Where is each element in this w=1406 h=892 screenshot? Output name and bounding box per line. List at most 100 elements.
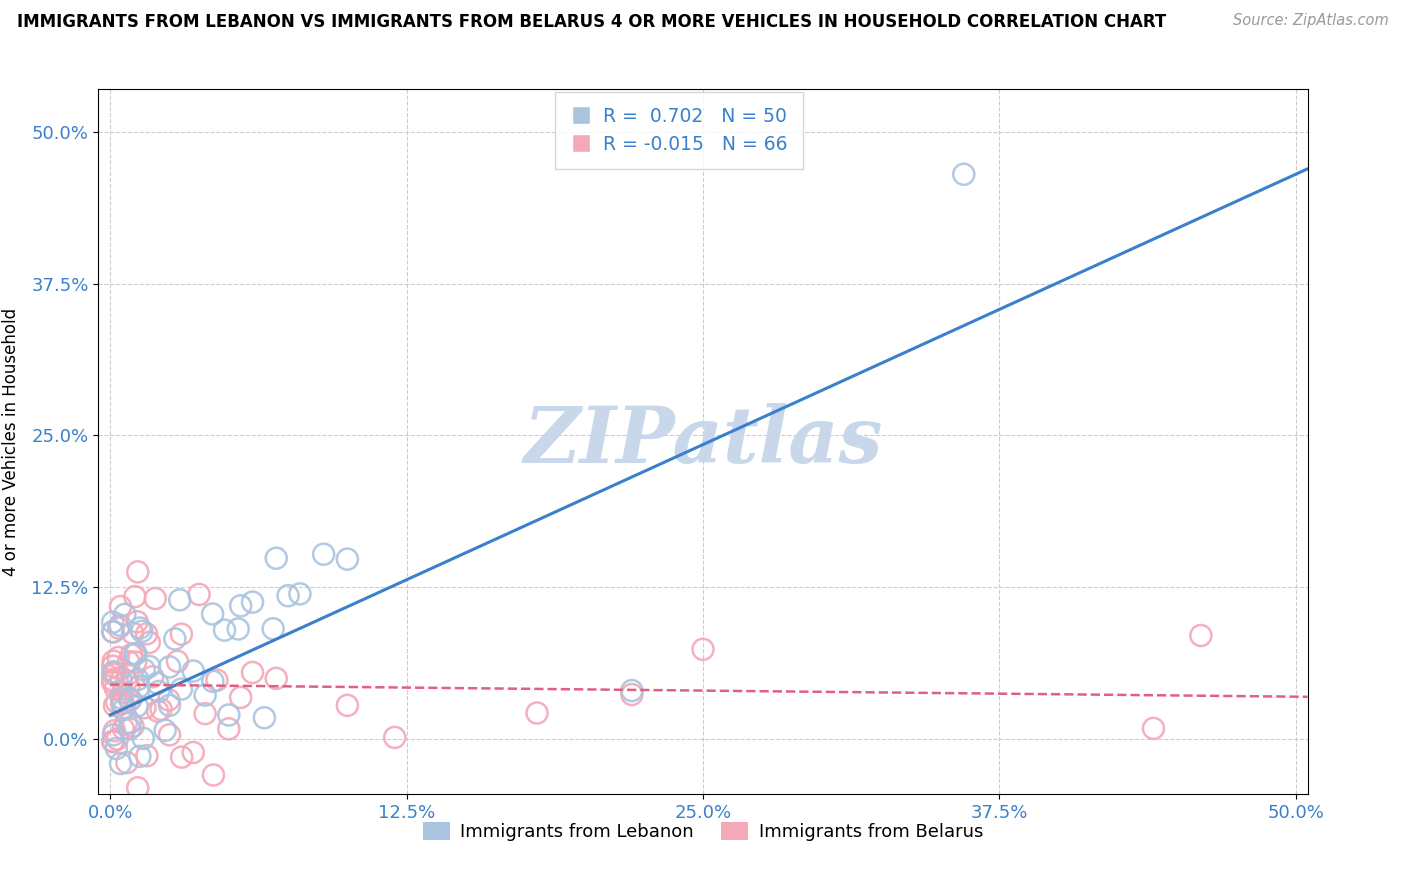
Y-axis label: 4 or more Vehicles in Household: 4 or more Vehicles in Household: [3, 308, 20, 575]
Point: [112, 696, 135, 710]
Point: [103, 654, 125, 668]
Point: [620, 688, 643, 702]
Point: [101, 734, 124, 748]
Point: [117, 667, 139, 681]
Point: [170, 627, 193, 641]
Point: [127, 780, 149, 795]
Point: [170, 750, 193, 764]
Point: [110, 673, 132, 687]
Point: [218, 708, 240, 723]
Point: [264, 551, 287, 566]
Point: [194, 706, 217, 721]
Point: [101, 615, 124, 630]
Point: [125, 647, 148, 661]
Point: [101, 624, 124, 639]
Point: [157, 693, 180, 707]
Point: [336, 552, 359, 566]
Point: [135, 627, 157, 641]
Point: [169, 592, 191, 607]
Point: [114, 607, 136, 622]
Point: [163, 632, 186, 646]
Point: [105, 741, 128, 756]
Point: [117, 655, 139, 669]
Point: [242, 665, 264, 680]
Point: [105, 696, 128, 710]
Point: [188, 587, 211, 601]
Point: [101, 673, 124, 687]
Point: [205, 673, 228, 688]
Point: [111, 685, 134, 699]
Point: [103, 665, 125, 679]
Point: [127, 565, 149, 579]
Point: [103, 728, 125, 742]
Point: [122, 719, 145, 733]
Point: [229, 599, 252, 613]
Point: [121, 626, 143, 640]
Point: [384, 731, 406, 745]
Point: [242, 595, 264, 609]
Point: [132, 731, 155, 746]
Point: [127, 673, 149, 687]
Point: [142, 670, 165, 684]
Text: IMMIGRANTS FROM LEBANON VS IMMIGRANTS FROM BELARUS 4 OR MORE VEHICLES IN HOUSEHO: IMMIGRANTS FROM LEBANON VS IMMIGRANTS FR…: [17, 13, 1166, 31]
Point: [101, 675, 124, 690]
Point: [202, 768, 225, 782]
Point: [118, 693, 141, 707]
Point: [134, 663, 156, 677]
Point: [108, 618, 131, 632]
Point: [105, 732, 128, 747]
Point: [124, 647, 146, 661]
Point: [143, 591, 166, 606]
Point: [110, 691, 132, 706]
Point: [101, 667, 124, 681]
Point: [226, 622, 249, 636]
Point: [107, 621, 129, 635]
Point: [201, 674, 224, 689]
Point: [277, 589, 299, 603]
Point: [166, 654, 188, 668]
Point: [288, 587, 311, 601]
Point: [101, 735, 124, 749]
Point: [218, 722, 240, 736]
Point: [110, 756, 132, 771]
Point: [115, 674, 138, 689]
Point: [103, 625, 125, 640]
Point: [150, 702, 173, 716]
Text: Source: ZipAtlas.com: Source: ZipAtlas.com: [1233, 13, 1389, 29]
Point: [134, 700, 156, 714]
Point: [181, 746, 204, 760]
Point: [312, 547, 335, 561]
Point: [692, 642, 714, 657]
Point: [115, 756, 138, 770]
Point: [138, 659, 160, 673]
Point: [159, 698, 181, 713]
Point: [128, 680, 150, 694]
Point: [112, 702, 135, 716]
Point: [148, 684, 170, 698]
Point: [127, 699, 149, 714]
Point: [120, 715, 142, 730]
Point: [262, 622, 284, 636]
Legend: Immigrants from Lebanon, Immigrants from Belarus: Immigrants from Lebanon, Immigrants from…: [415, 814, 991, 848]
Point: [110, 599, 132, 614]
Point: [146, 676, 169, 690]
Point: [120, 692, 142, 706]
Point: [107, 650, 129, 665]
Point: [128, 749, 150, 764]
Point: [118, 722, 141, 736]
Point: [153, 723, 176, 738]
Point: [112, 722, 135, 736]
Point: [229, 690, 252, 705]
Point: [181, 664, 204, 678]
Point: [104, 681, 127, 696]
Point: [124, 655, 146, 669]
Point: [120, 648, 142, 662]
Point: [103, 698, 125, 713]
Point: [952, 167, 974, 181]
Point: [101, 659, 124, 673]
Point: [127, 615, 149, 629]
Point: [1142, 722, 1164, 736]
Point: [526, 706, 548, 720]
Point: [264, 672, 287, 686]
Point: [135, 748, 157, 763]
